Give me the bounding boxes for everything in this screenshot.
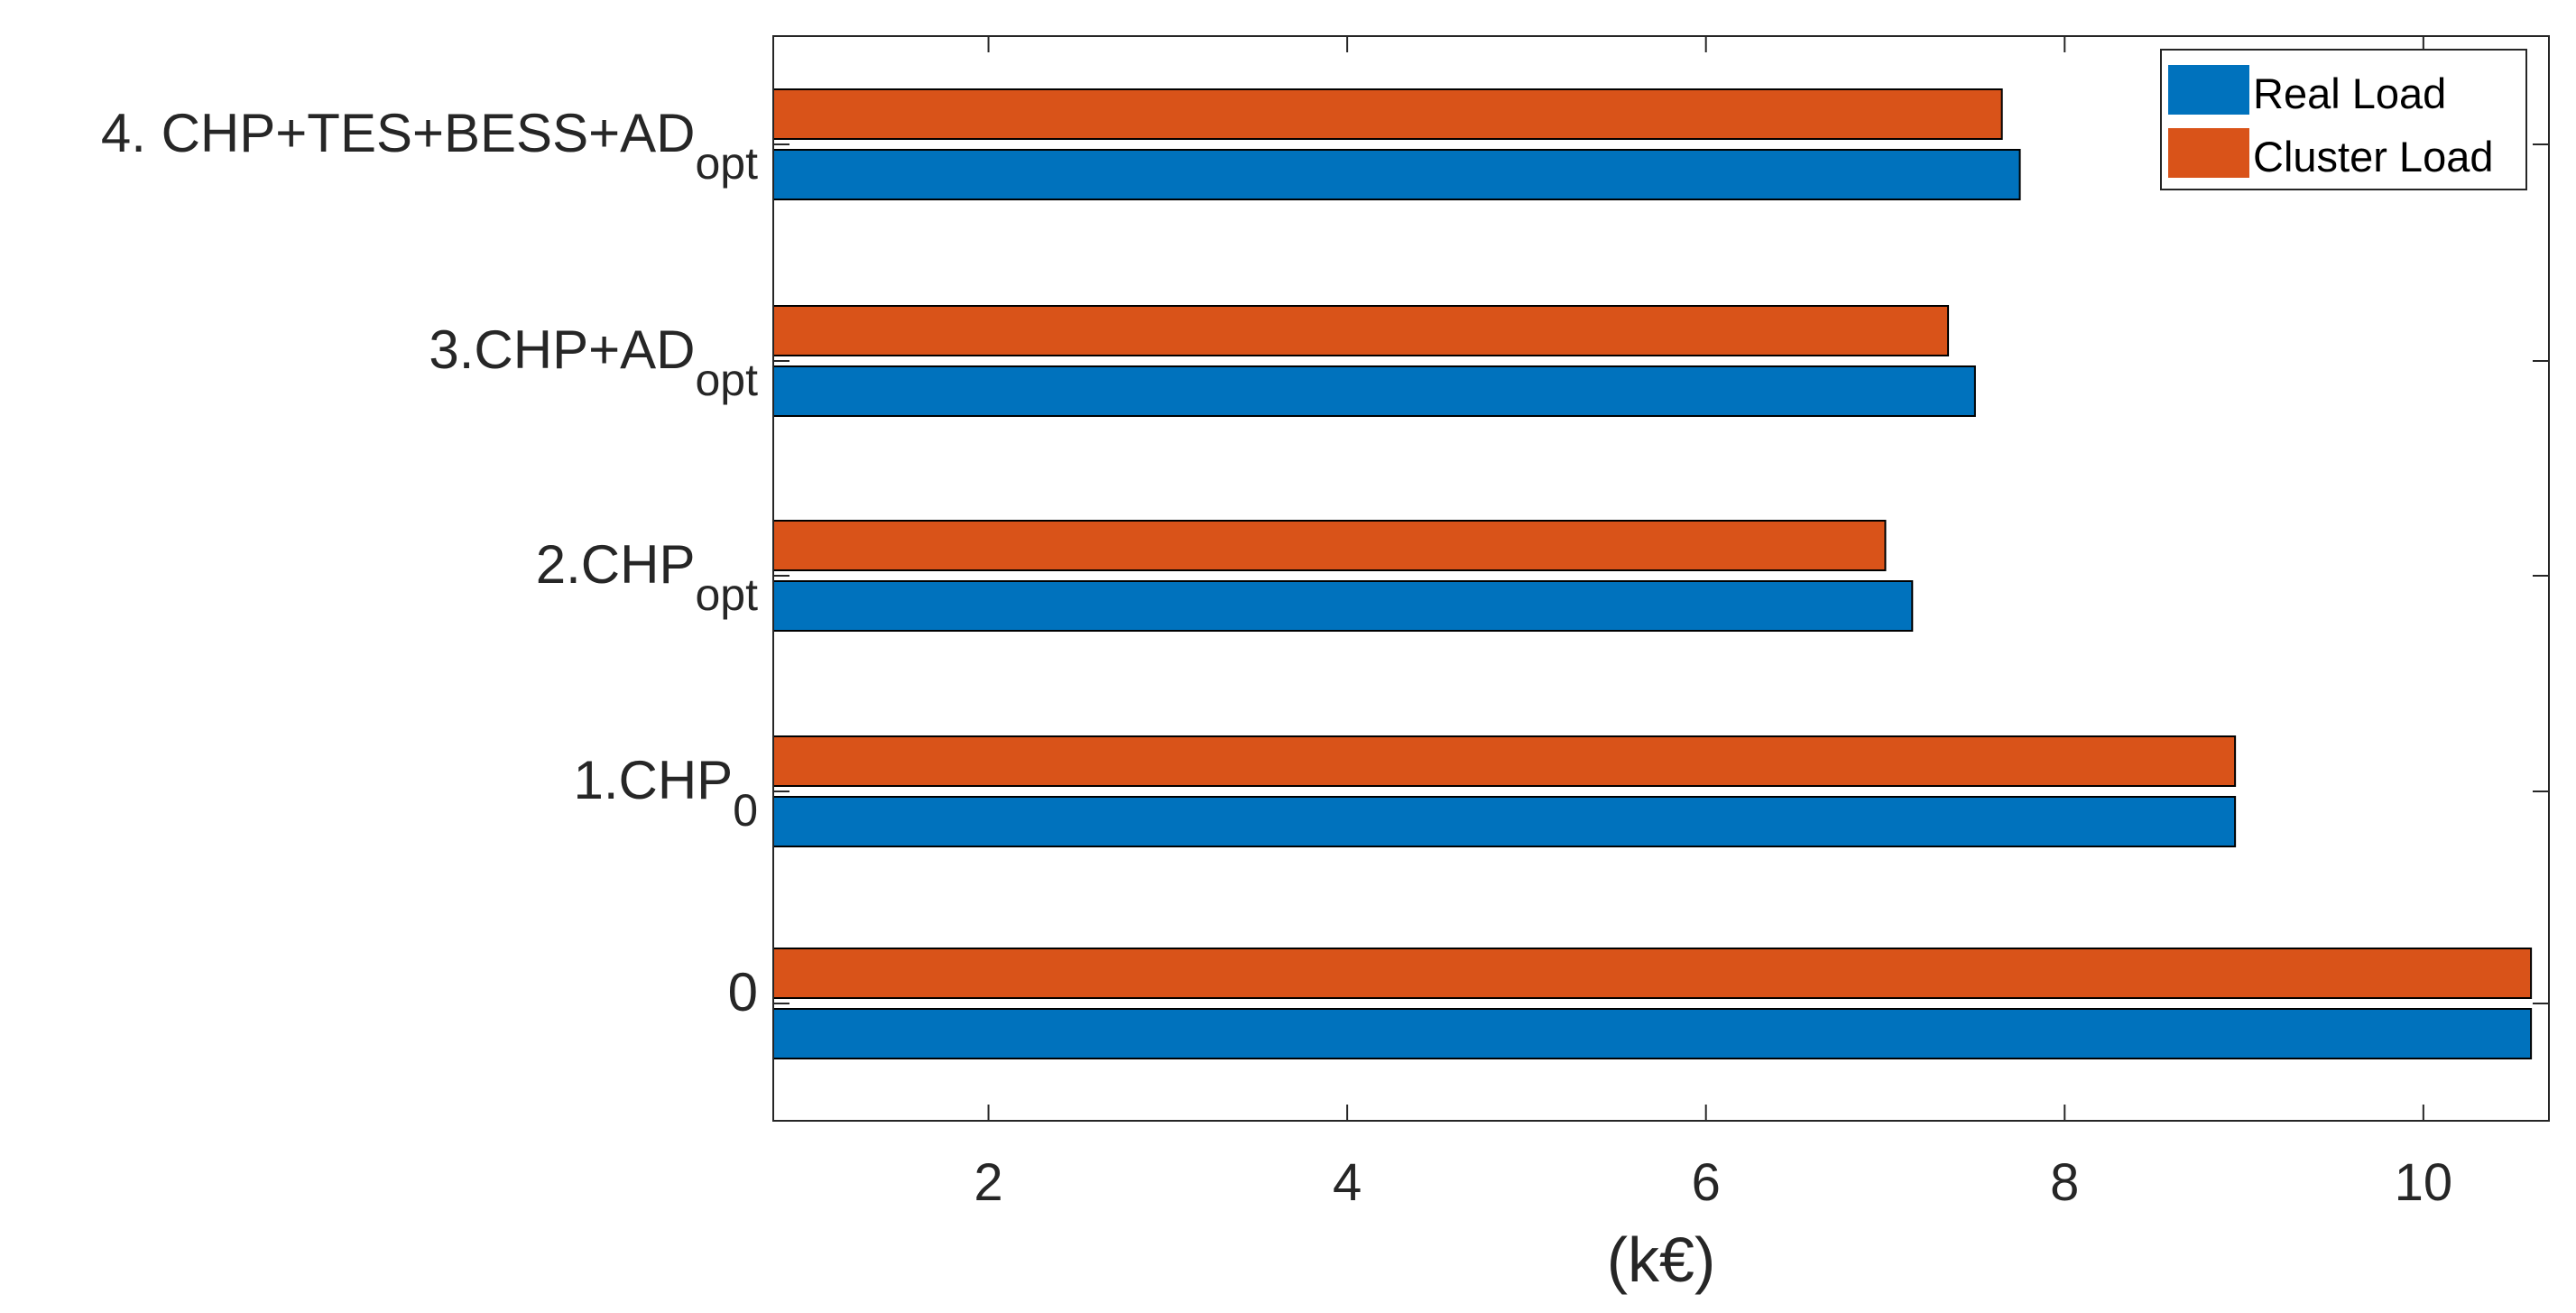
bar-cluster-load-1 <box>772 735 2237 787</box>
x-tick-label-2: 2 <box>974 1153 1002 1212</box>
x-tick-label-6: 6 <box>1692 1153 1721 1212</box>
category-label-1: 1.CHP0 <box>573 750 758 836</box>
legend-swatch-cluster-load <box>2168 128 2249 178</box>
category-label-3: 3.CHP+ADopt <box>429 319 758 405</box>
category-label-main: 0 <box>728 962 758 1022</box>
category-label-subscript: opt <box>695 569 758 620</box>
bar-real-load-2 <box>772 580 1914 632</box>
category-label-2: 2.CHPopt <box>536 534 758 620</box>
x-tick-label-4: 4 <box>1333 1153 1362 1212</box>
category-label-subscript: opt <box>695 355 758 405</box>
bar-cluster-load-4 <box>772 88 2003 140</box>
bars-group <box>772 88 2533 1059</box>
category-label-subscript: 0 <box>733 785 758 836</box>
category-label-main: 3.CHP+AD <box>429 319 695 380</box>
ticks-group: 2 4 6 8 10 <box>773 36 2549 1212</box>
category-label-4: 4. CHP+TES+BESS+ADopt <box>101 103 758 189</box>
bar-real-load-0 <box>772 1008 2533 1059</box>
bar-real-load-4 <box>772 149 2021 200</box>
bar-cluster-load-0 <box>772 948 2533 999</box>
category-label-main: 1.CHP <box>573 750 733 810</box>
x-tick-label-10: 10 <box>2395 1153 2453 1212</box>
bar-cluster-load-3 <box>772 305 1950 356</box>
bar-cluster-load-2 <box>772 520 1887 571</box>
category-label-subscript: opt <box>695 138 758 189</box>
legend: Real Load Cluster Load <box>2160 49 2527 190</box>
bar-real-load-1 <box>772 796 2237 847</box>
category-label-main: 4. CHP+TES+BESS+AD <box>101 103 696 163</box>
axes-frame <box>772 35 2550 1122</box>
legend-label-real-load: Real Load <box>2253 69 2446 117</box>
legend-label-cluster-load: Cluster Load <box>2253 133 2494 180</box>
legend-swatch-real-load <box>2168 65 2249 115</box>
x-axis-label: (k€) <box>1607 1225 1716 1295</box>
category-label-main: 2.CHP <box>536 534 696 595</box>
bar-real-load-3 <box>772 365 1976 417</box>
category-label-0: 0 <box>728 962 758 1022</box>
x-tick-label-8: 8 <box>2050 1153 2079 1212</box>
